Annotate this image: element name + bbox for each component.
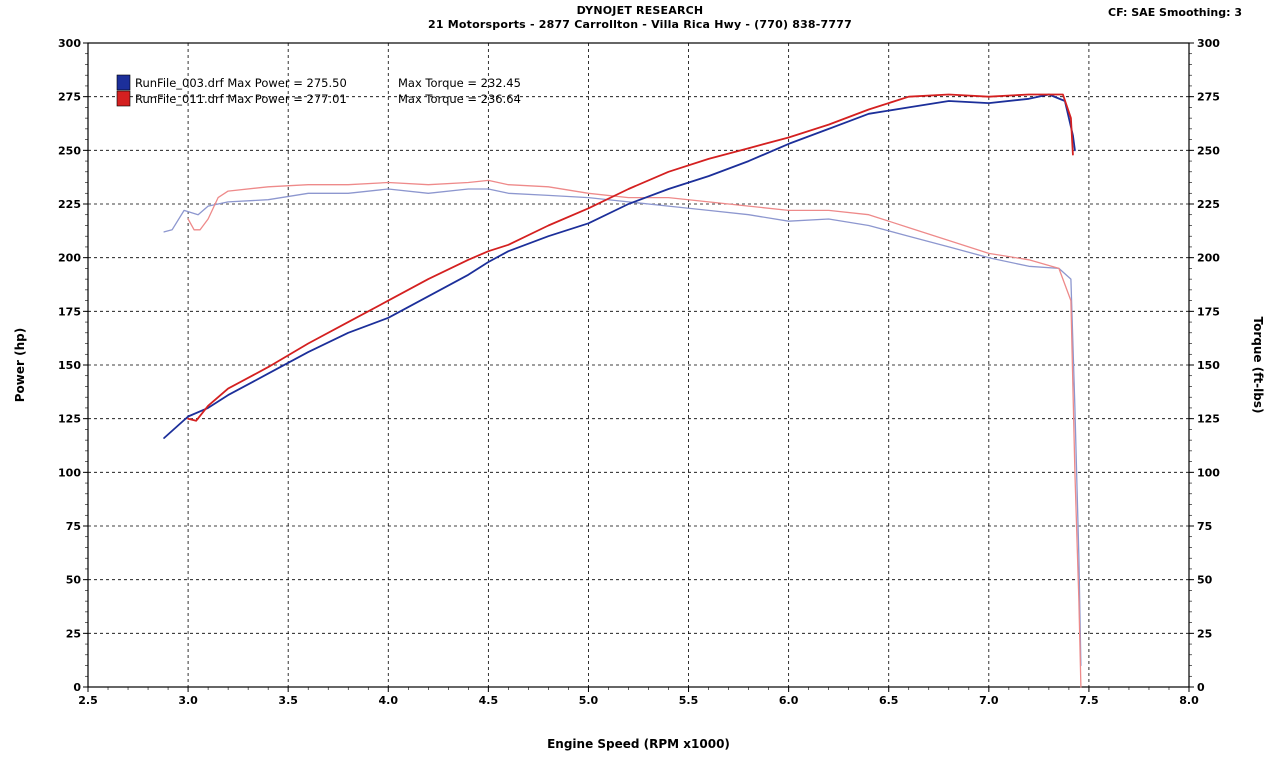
x-tick-label: 3.5 — [278, 694, 298, 707]
x-tick-label: 8.0 — [1179, 694, 1199, 707]
legend-torque-label: Max Torque = 236.64 — [398, 92, 521, 106]
x-tick-label: 3.0 — [178, 694, 198, 707]
x-tick-label: 4.0 — [379, 694, 399, 707]
runfile-011-drf-power-line — [187, 93, 1074, 422]
chart-title: DYNOJET RESEARCH — [576, 4, 704, 17]
legend: RunFile_003.drf Max Power = 275.50 Max To… — [116, 74, 521, 107]
axis-ticks: 2.5 3.0 3.5 4.0 4.5 5.0 5.5 6.0 6.5 7.0 7.5 8.00 025… — [58, 37, 1220, 707]
y-tick-label-left: 75 — [66, 520, 81, 533]
legend-run-label: RunFile_011.drf Max Power = 277.01 — [135, 92, 347, 106]
x-tick-label: 6.0 — [779, 694, 799, 707]
x-tick-label: 2.5 — [78, 694, 98, 707]
runfile-003-drf-power-line — [163, 93, 1076, 439]
plot-area — [87, 42, 1190, 688]
y-tick-label-left: 275 — [58, 91, 81, 104]
y-tick-label-left: 175 — [58, 305, 81, 318]
y-tick-label-right: 50 — [1197, 574, 1213, 587]
y-tick-label-right: 250 — [1197, 144, 1220, 157]
y-tick-label-left: 150 — [58, 359, 81, 372]
legend-torque-label: Max Torque = 232.45 — [398, 76, 521, 90]
legend-swatch — [116, 74, 131, 91]
chart-header: DYNOJET RESEARCH 21 Motorsports - 2877 C… — [0, 4, 1280, 32]
x-tick-label: 6.5 — [879, 694, 899, 707]
runfile-011-drf-torque-line — [187, 179, 1082, 688]
y-tick-label-right: 0 — [1197, 681, 1205, 694]
legend-swatch — [116, 90, 131, 107]
y-tick-label-left: 25 — [66, 627, 81, 640]
y-tick-label-left: 300 — [58, 37, 81, 50]
legend-run-label: RunFile_003.drf Max Power = 275.50 — [135, 76, 347, 90]
runfile-003-drf-torque-line — [163, 188, 1082, 667]
x-tick-label: 5.0 — [579, 694, 599, 707]
x-tick-label: 4.5 — [479, 694, 499, 707]
y-tick-label-right: 25 — [1197, 627, 1212, 640]
y-tick-label-right: 100 — [1197, 466, 1220, 479]
y-tick-label-left: 200 — [58, 252, 81, 265]
y-tick-label-left: 0 — [73, 681, 81, 694]
y-tick-label-right: 75 — [1197, 520, 1212, 533]
y-tick-label-left: 50 — [66, 574, 82, 587]
y-tick-label-right: 125 — [1197, 413, 1220, 426]
chart-subtitle: 21 Motorsports - 2877 Carrollton - Villa… — [428, 18, 852, 31]
grid-lines — [88, 43, 1189, 687]
x-axis-title: Engine Speed (RPM x1000) — [547, 737, 730, 751]
x-tick-label: 7.0 — [979, 694, 999, 707]
y-tick-label-right: 300 — [1197, 37, 1220, 50]
y-tick-label-left: 250 — [58, 144, 81, 157]
y-axis-right-title: Torque (ft-lbs) — [1251, 317, 1265, 414]
x-tick-label: 5.5 — [679, 694, 699, 707]
x-tick-label: 7.5 — [1079, 694, 1099, 707]
y-tick-label-left: 225 — [58, 198, 81, 211]
y-tick-label-left: 125 — [58, 413, 81, 426]
y-tick-label-right: 225 — [1197, 198, 1220, 211]
y-tick-label-right: 175 — [1197, 305, 1220, 318]
settings-label: CF: SAE Smoothing: 3 — [1108, 6, 1242, 19]
y-tick-label-left: 100 — [58, 466, 81, 479]
y-tick-label-right: 200 — [1197, 252, 1220, 265]
series-lines — [163, 93, 1082, 688]
y-tick-label-right: 275 — [1197, 91, 1220, 104]
y-tick-label-right: 150 — [1197, 359, 1220, 372]
y-axis-left-title: Power (hp) — [13, 328, 27, 402]
